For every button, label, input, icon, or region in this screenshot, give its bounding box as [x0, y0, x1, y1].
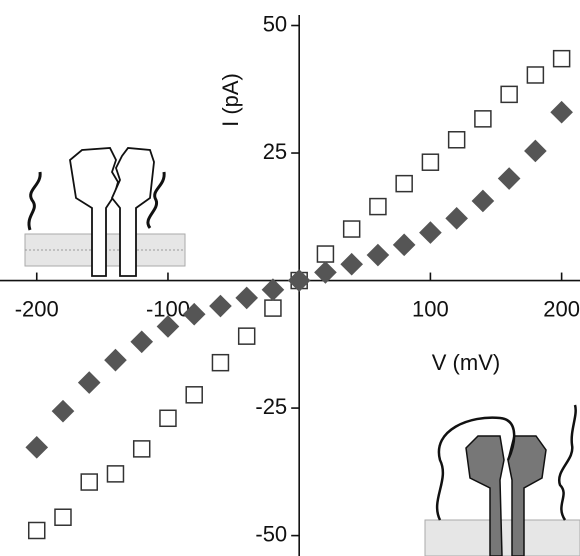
data-point — [211, 353, 230, 372]
data-point — [340, 252, 363, 276]
data-point — [235, 286, 259, 310]
x-tick-label: -200 — [15, 296, 59, 321]
data-point — [314, 261, 337, 284]
data-point — [497, 167, 521, 190]
data-point — [369, 197, 387, 216]
data-point — [261, 278, 285, 302]
y-tick-label: 50 — [263, 11, 287, 36]
data-point — [54, 508, 72, 526]
data-point — [287, 269, 311, 292]
x-tick-label: 100 — [412, 296, 449, 321]
data-point — [104, 348, 127, 372]
y-tick-label: 25 — [263, 139, 287, 164]
data-point — [185, 386, 203, 404]
data-point — [447, 131, 466, 149]
data-point — [366, 243, 390, 267]
data-point — [421, 153, 440, 171]
data-point — [392, 233, 416, 257]
data-point — [471, 189, 495, 213]
data-point — [237, 327, 256, 345]
data-point — [264, 299, 282, 317]
data-point — [25, 436, 49, 459]
data-point — [27, 521, 46, 540]
data-point — [445, 207, 468, 230]
data-point — [106, 465, 125, 483]
data-point — [51, 399, 75, 423]
data-point — [419, 221, 442, 244]
data-point — [130, 330, 154, 354]
data-point — [524, 139, 547, 163]
data-point — [316, 245, 335, 263]
y-axis-label: I (pA) — [218, 73, 243, 127]
data-point — [77, 371, 101, 394]
y-tick-label: -25 — [255, 394, 287, 419]
data-point — [550, 100, 573, 124]
data-point — [80, 473, 98, 491]
x-axis-label: V (mV) — [432, 350, 500, 375]
x-tick-label: 200 — [543, 296, 580, 321]
data-point — [159, 409, 177, 428]
channel-illustration — [424, 404, 580, 556]
data-point — [395, 174, 413, 193]
data-point — [526, 66, 545, 84]
y-tick-label: -50 — [255, 521, 287, 546]
data-point — [474, 110, 492, 128]
channel-illustration — [24, 147, 186, 277]
data-point — [209, 294, 232, 318]
data-point — [132, 440, 151, 458]
data-point — [500, 85, 518, 104]
data-point — [552, 49, 571, 68]
data-point — [342, 220, 361, 238]
